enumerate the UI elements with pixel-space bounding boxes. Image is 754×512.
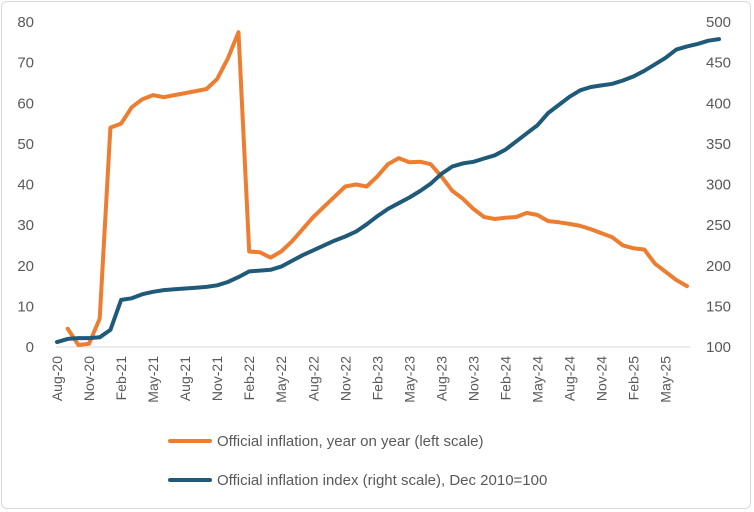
- left-tick-label: 20: [17, 258, 34, 275]
- left-tick-label: 10: [17, 298, 34, 315]
- right-tick-label: 500: [706, 14, 731, 31]
- x-tick-label: Nov-23: [465, 356, 481, 401]
- x-tick-label: Feb-24: [497, 356, 513, 401]
- x-tick-label: Aug-20: [49, 356, 65, 401]
- x-tick-label: Aug-22: [305, 356, 321, 401]
- x-tick-label: May-24: [530, 356, 546, 403]
- x-tick-label: Nov-21: [209, 356, 225, 401]
- x-tick-label: May-21: [145, 356, 161, 403]
- x-tick-label: Aug-24: [562, 356, 578, 401]
- x-axis: Aug-20 Nov-20 Feb-21 May-21 Aug-21 Nov-21 Feb-…: [49, 356, 674, 403]
- left-tick-label: 70: [17, 55, 34, 72]
- right-tick-label: 100: [706, 339, 731, 356]
- left-tick-label: 0: [26, 339, 34, 356]
- x-tick-label: Aug-23: [433, 356, 449, 401]
- x-tick-label: Feb-22: [241, 356, 257, 401]
- x-tick-label: Feb-21: [113, 356, 129, 401]
- left-tick-label: 60: [17, 95, 34, 112]
- right-y-axis: 100 150 200 250 300 350 400 450 500: [706, 14, 731, 356]
- x-tick-label: Nov-22: [337, 356, 353, 401]
- x-tick-label: May-23: [401, 356, 417, 403]
- series-line-inflation-yoy: [65, 30, 689, 347]
- x-tick-label: Nov-20: [81, 356, 97, 401]
- series-layer: [55, 30, 721, 347]
- x-tick-label: May-22: [273, 356, 289, 403]
- legend: Official inflation, year on year (left s…: [168, 433, 547, 489]
- right-tick-label: 300: [706, 177, 731, 194]
- left-tick-label: 50: [17, 136, 34, 153]
- series-line-inflation-index: [55, 37, 721, 345]
- left-tick-label: 80: [17, 14, 34, 31]
- x-tick-label: Aug-21: [177, 356, 193, 401]
- legend-label-inflation-index: Official inflation index (right scale), …: [217, 472, 547, 489]
- x-tick-label: Feb-23: [369, 356, 385, 401]
- right-tick-label: 450: [706, 55, 731, 72]
- left-y-axis: 0 10 20 30 40 50 60 70 80: [17, 14, 34, 356]
- left-tick-label: 40: [17, 177, 34, 194]
- right-tick-label: 400: [706, 95, 731, 112]
- x-tick-label: Nov-24: [594, 356, 610, 401]
- x-tick-label: May-25: [658, 356, 674, 403]
- legend-label-inflation-yoy: Official inflation, year on year (left s…: [217, 433, 484, 450]
- right-tick-label: 350: [706, 136, 731, 153]
- right-tick-label: 200: [706, 258, 731, 275]
- x-tick-label: Feb-25: [626, 356, 642, 401]
- left-tick-label: 30: [17, 217, 34, 234]
- right-tick-label: 150: [706, 298, 731, 315]
- right-tick-label: 250: [706, 217, 731, 234]
